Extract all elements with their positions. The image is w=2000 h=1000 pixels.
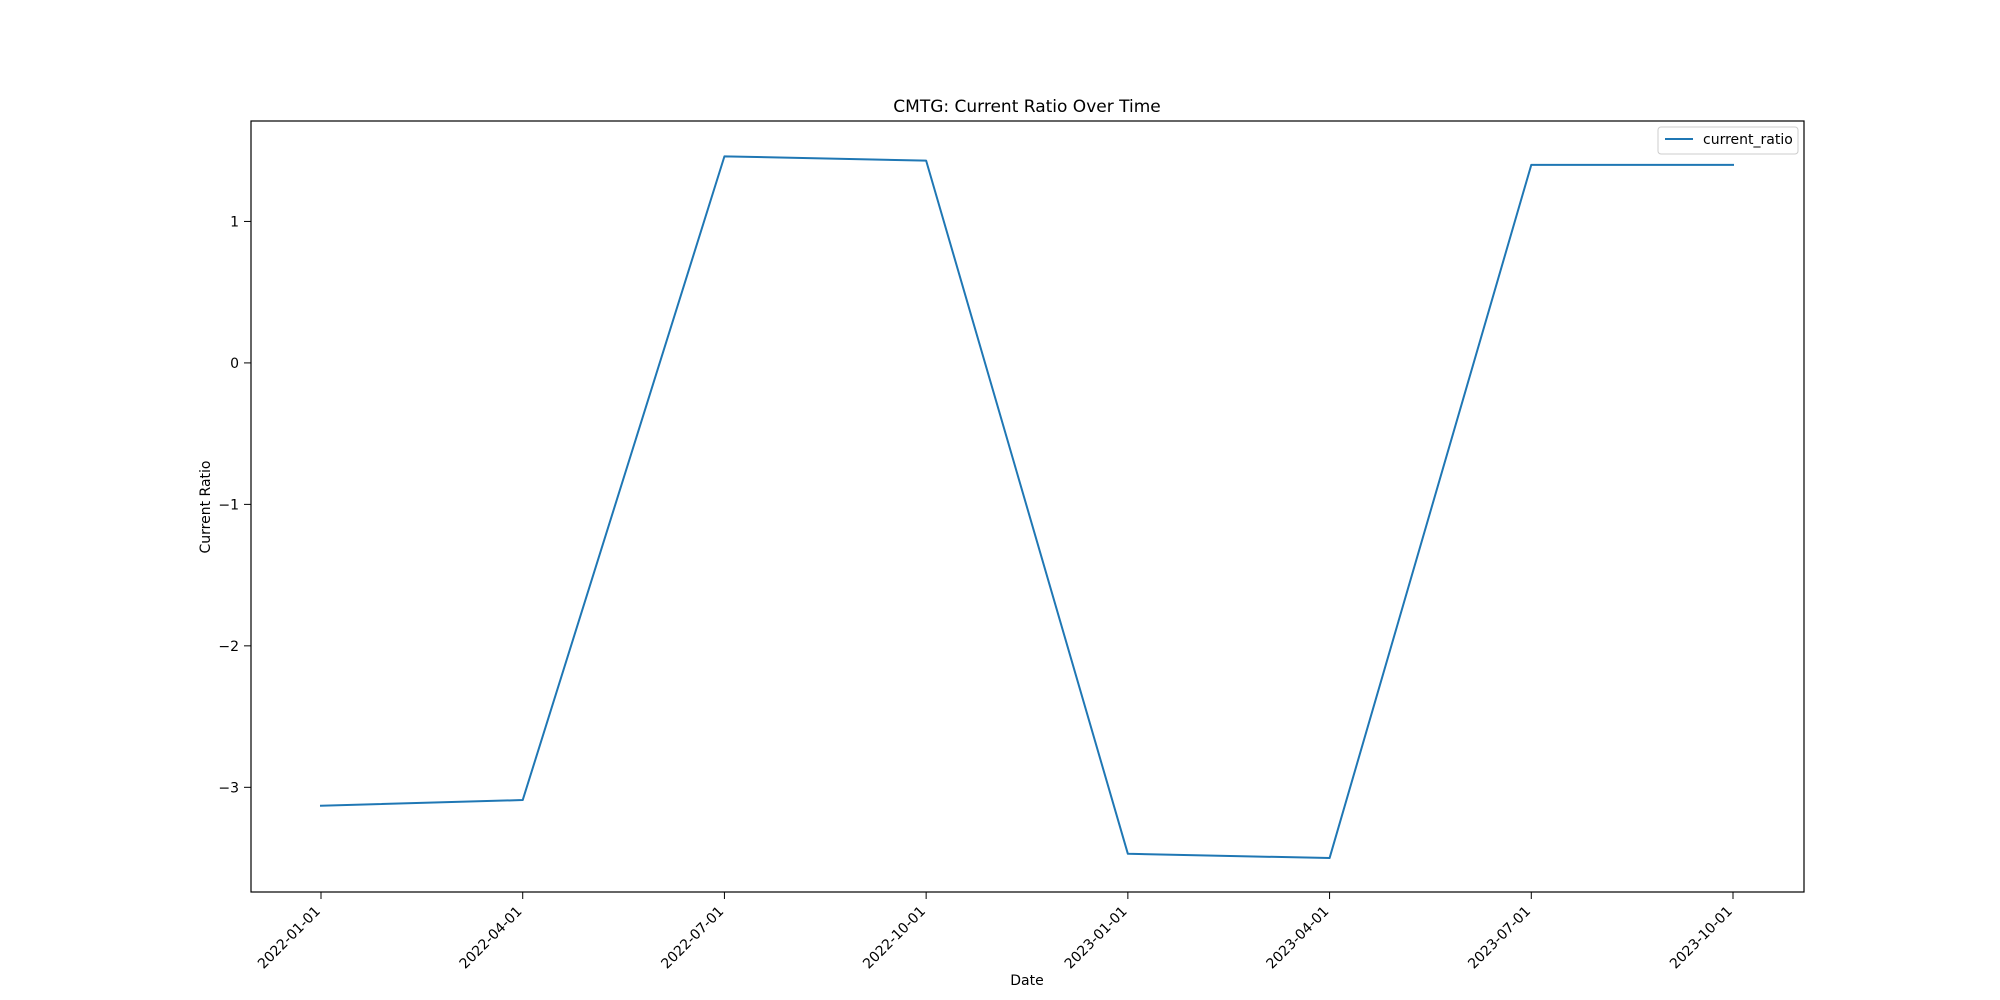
chart-title: CMTG: Current Ratio Over Time: [893, 97, 1160, 117]
y-tick-label: 0: [230, 356, 239, 372]
legend: current_ratio: [1657, 126, 1799, 155]
y-tick-label: −1: [218, 497, 239, 513]
y-axis: −3 −2 −1 0 1: [218, 214, 251, 796]
y-tick-label: −2: [218, 639, 239, 655]
x-axis-label: Date: [1010, 973, 1043, 989]
plot-frame: [250, 120, 1805, 893]
legend-series-label: current_ratio: [1703, 132, 1793, 148]
y-tick-label: −3: [218, 780, 239, 796]
series-line-current-ratio: [319, 155, 1734, 860]
legend-box: [1657, 126, 1799, 155]
y-tick-label: 1: [230, 214, 239, 230]
y-axis-label: Current Ratio: [198, 461, 214, 554]
series-layer: [319, 155, 1734, 860]
